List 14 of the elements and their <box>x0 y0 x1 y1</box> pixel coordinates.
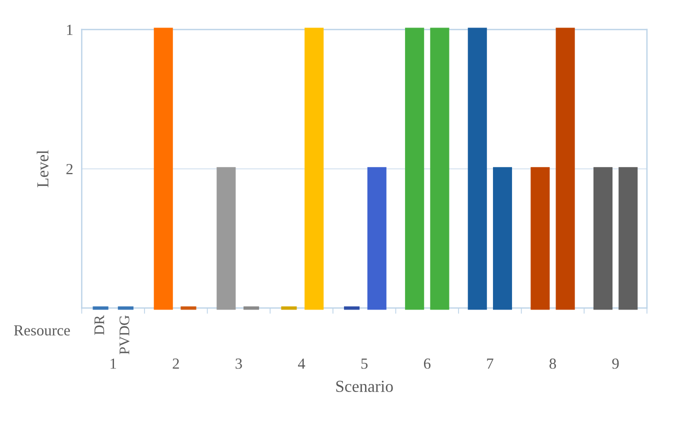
x-tick-label: 7 <box>487 358 494 369</box>
x-tick-label: 9 <box>612 358 619 369</box>
x-tick-label: 1 <box>110 358 116 369</box>
x-tick-label: 3 <box>236 358 242 369</box>
text: PVDG <box>120 315 130 354</box>
y-axis-title: Level <box>36 150 48 188</box>
x-tick-label: 6 <box>424 358 430 369</box>
x-tick-label: 8 <box>550 358 556 369</box>
x-tick-label: 4 <box>298 358 306 369</box>
legend-title: Resource <box>14 325 70 336</box>
x-axis-title: Scenario <box>336 380 393 392</box>
x-tick-label: 5 <box>361 358 368 369</box>
text: DR <box>94 315 104 335</box>
x-tick-label: 2 <box>172 358 179 369</box>
